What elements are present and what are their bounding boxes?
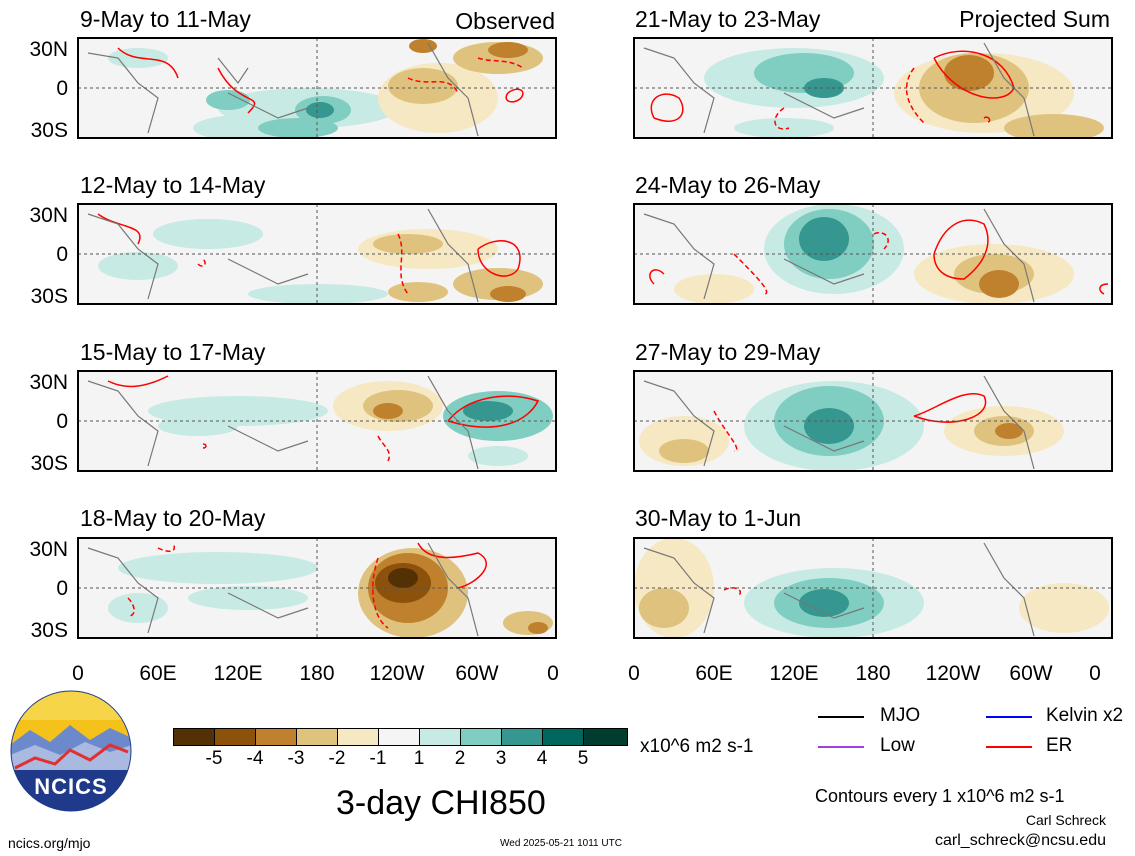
- lat-label-30n: 30N: [29, 371, 68, 394]
- map-panel-5-svg: [634, 38, 1112, 138]
- colorbar-label: 1: [413, 748, 425, 769]
- colorbar-label: -2: [328, 748, 346, 769]
- lat-label-0: 0: [56, 77, 68, 100]
- lat-label-30n: 30N: [29, 204, 68, 227]
- timestamp: Wed 2025-05-21 1011 UTC: [500, 838, 622, 849]
- lat-label-30s: 30S: [30, 452, 68, 475]
- lon-label: 120E: [213, 662, 263, 685]
- colorbar-label: -5: [205, 748, 223, 769]
- lon-label: 120W: [369, 662, 425, 685]
- map-panel-8: [634, 538, 1112, 638]
- lat-label-30s: 30S: [30, 285, 68, 308]
- main-title: 3-day CHI850: [336, 784, 546, 822]
- lon-label: 180: [299, 662, 335, 685]
- lon-label: 60E: [139, 662, 177, 685]
- author-email[interactable]: carl_schreck@ncsu.edu: [935, 832, 1106, 849]
- lon-label: 60E: [695, 662, 733, 685]
- colorbar-swatch: [337, 728, 382, 746]
- map-panel-1: [78, 38, 556, 138]
- colorbar-swatch: [214, 728, 259, 746]
- map-panel-2-svg: [78, 204, 556, 304]
- panel-2-title: 12-May to 14-May: [80, 172, 266, 198]
- colorbar-swatch: [419, 728, 464, 746]
- legend-low-label: Low: [880, 735, 915, 756]
- lat-label-30n: 30N: [29, 38, 68, 61]
- colorbar-label: -3: [287, 748, 305, 769]
- colorbar-swatch: [296, 728, 341, 746]
- colorbar-swatch: [501, 728, 546, 746]
- legend-kelvin-label: Kelvin x2: [1046, 705, 1124, 726]
- legend-mjo-label: MJO: [880, 705, 921, 726]
- panel-3-title: 15-May to 17-May: [80, 339, 266, 365]
- panel-1-title: 9-May to 11-May: [80, 6, 251, 32]
- contour-note: Contours every 1 x10^6 m2 s-1: [815, 786, 1065, 806]
- author-name: Carl Schreck: [1025, 812, 1106, 828]
- lon-label: 60W: [1009, 662, 1053, 685]
- colorbar-label: -4: [246, 748, 264, 769]
- map-panel-5: [634, 38, 1112, 138]
- lon-label: 0: [547, 662, 559, 685]
- colorbar-label: -1: [369, 748, 387, 769]
- colorbar-label: 2: [454, 748, 466, 769]
- lat-label-30n: 30N: [29, 538, 68, 561]
- panel-1-tag: Observed: [455, 8, 555, 34]
- map-panel-4-svg: [78, 538, 556, 638]
- panel-4-title: 18-May to 20-May: [80, 505, 266, 531]
- website-link[interactable]: ncics.org/mjo: [8, 835, 91, 851]
- colorbar-swatch: [255, 728, 300, 746]
- lon-label: 0: [628, 662, 640, 685]
- lon-label: 60W: [455, 662, 499, 685]
- legend-mjo-line: [818, 716, 864, 718]
- lat-label-30s: 30S: [30, 619, 68, 642]
- lon-label: 0: [1089, 662, 1101, 685]
- lat-label-0: 0: [56, 243, 68, 266]
- lat-label-0: 0: [56, 410, 68, 433]
- lon-label: 120W: [925, 662, 981, 685]
- legend-er-label: ER: [1046, 735, 1073, 756]
- colorbar-swatch: [460, 728, 505, 746]
- map-panel-4: [78, 538, 556, 638]
- colorbar-label: 3: [495, 748, 507, 769]
- panel-7-title: 27-May to 29-May: [635, 339, 821, 365]
- legend-kelvin-line: [986, 716, 1032, 718]
- map-panel-3-svg: [78, 371, 556, 471]
- legend-low-line: [818, 746, 864, 748]
- lat-label-0: 0: [56, 577, 68, 600]
- colorbar-swatch: [173, 728, 218, 746]
- panel-8-title: 30-May to 1-Jun: [635, 505, 802, 531]
- legend-er-line: [986, 746, 1032, 748]
- ncics-logo: NCICS: [10, 690, 132, 812]
- lat-label-30s: 30S: [30, 119, 68, 142]
- panel-6-title: 24-May to 26-May: [635, 172, 821, 198]
- colorbar-swatch: [583, 728, 628, 746]
- map-panel-8-svg: [634, 538, 1112, 638]
- panel-5-title: 21-May to 23-May: [635, 6, 821, 32]
- map-panel-2: [78, 204, 556, 304]
- lon-label: 0: [72, 662, 84, 685]
- colorbar-units: x10^6 m2 s-1: [640, 736, 754, 757]
- colorbar-swatch: [542, 728, 587, 746]
- lon-label: 180: [855, 662, 891, 685]
- map-panel-1-svg: [78, 38, 556, 138]
- map-panel-7: [634, 371, 1112, 471]
- logo-text: NCICS: [34, 774, 108, 799]
- colorbar-swatch: [378, 728, 423, 746]
- colorbar-label: 5: [577, 748, 589, 769]
- map-panel-7-svg: [634, 371, 1112, 471]
- panel-5-tag: Projected Sum: [959, 6, 1110, 32]
- colorbar-label: 4: [536, 748, 548, 769]
- map-panel-6: [634, 204, 1112, 304]
- map-panel-6-svg: [634, 204, 1112, 304]
- map-panel-3: [78, 371, 556, 471]
- ncics-logo-icon: [10, 690, 132, 812]
- lon-label: 120E: [769, 662, 819, 685]
